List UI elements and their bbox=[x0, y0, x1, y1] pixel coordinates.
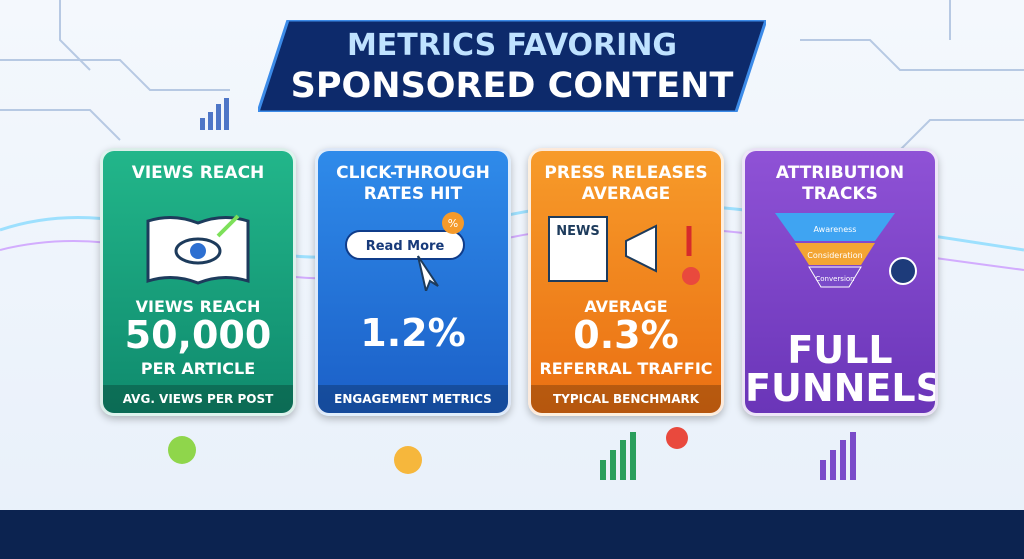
card-line: AVERAGE bbox=[584, 297, 668, 316]
card-footer: AVG. VIEWS PER POST bbox=[103, 385, 293, 413]
card-line: VIEWS REACH bbox=[135, 297, 261, 316]
funnel-label: Awareness bbox=[814, 225, 857, 234]
funnel-label: Conversion bbox=[815, 275, 854, 283]
funnel-label: Consideration bbox=[807, 251, 862, 260]
card: PRESS RELEASES AVERAGE NEWS AVERAGE 0.3%… bbox=[528, 148, 724, 416]
card: ATTRIBUTION TRACKS Awareness Considerati… bbox=[742, 148, 938, 416]
title-line: METRICS FAVORING bbox=[346, 28, 678, 63]
card-heading: CLICK-THROUGH RATES HIT bbox=[336, 163, 490, 204]
title-line: SPONSORED CONTENT bbox=[290, 66, 734, 106]
card-heading: VIEWS REACH bbox=[131, 163, 265, 183]
title-banner: METRICS FAVORING SPONSORED CONTENT bbox=[258, 20, 766, 112]
card-line: REFERRAL TRAFFIC bbox=[539, 359, 713, 378]
news-icon: NEWS bbox=[548, 216, 700, 285]
card: VIEWS REACH VIEWS REACH 50,000 PER ARTIC… bbox=[100, 148, 296, 416]
card-footer: TYPICAL BENCHMARK bbox=[531, 385, 721, 413]
card-heading: ATTRIBUTION TRACKS bbox=[775, 163, 905, 204]
card-footer: ENGAGEMENT METRICS bbox=[318, 385, 508, 413]
card-value: FULL bbox=[787, 328, 893, 372]
badge-text: % bbox=[448, 217, 458, 230]
click-icon: Read More % bbox=[345, 212, 465, 291]
card-line: PER ARTICLE bbox=[140, 359, 256, 378]
funnel-icon: Awareness Consideration Conversion bbox=[775, 213, 917, 288]
button-text: Read More bbox=[366, 239, 445, 254]
bottom-strip bbox=[0, 510, 1024, 559]
card-heading: PRESS RELEASES AVERAGE bbox=[544, 163, 708, 204]
card-value: 0.3% bbox=[573, 313, 679, 357]
card-value: FUNNELS bbox=[745, 366, 938, 410]
news-text: NEWS bbox=[556, 224, 599, 239]
card: CLICK-THROUGH RATES HIT Read More % 1.2%… bbox=[315, 148, 511, 416]
book-icon bbox=[146, 214, 250, 285]
card-value: 1.2% bbox=[360, 311, 466, 355]
card-value: 50,000 bbox=[124, 313, 272, 357]
